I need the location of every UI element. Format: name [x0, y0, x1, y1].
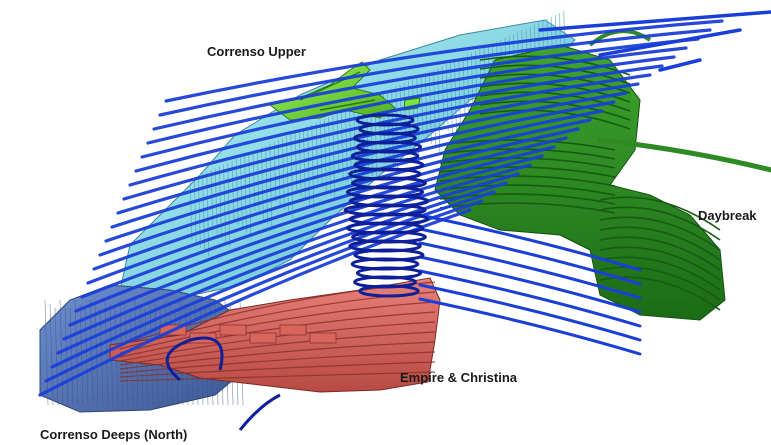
deeps-hatch-line [94, 303, 99, 406]
spiral-ramp-loop [358, 284, 420, 298]
empire-slab-edge [119, 351, 436, 374]
empire-slab-edge [119, 361, 436, 378]
level-drive [50, 190, 496, 369]
level-drive [62, 172, 520, 341]
level-drive [68, 163, 532, 327]
stope-hatch-line [252, 151, 256, 212]
label-empire-christina: Empire & Christina [400, 370, 518, 385]
deeps-hatch-line [64, 303, 69, 406]
daybreak-drive-blue [418, 255, 642, 314]
daybreak-drive-blue [418, 227, 642, 286]
level-drive [86, 136, 568, 285]
daybreak-slab-edge [599, 216, 721, 251]
daybreak-slab-edge [599, 226, 721, 261]
stope-hatch-line [332, 115, 336, 200]
daybreak-slab-edge [479, 100, 631, 121]
stope-hatch-line [244, 154, 247, 233]
daybreak-slab-edge [599, 196, 721, 231]
stope-hatch-line [277, 139, 281, 206]
label-correnso-deeps: Correnso Deeps (North) [40, 427, 188, 442]
daybreak-slab-edge [479, 91, 631, 112]
tunnel-network [38, 10, 771, 431]
daybreak-slab-edge [599, 276, 721, 311]
label-daybreak: Daybreak [698, 208, 757, 223]
level-drive [146, 46, 688, 145]
stope-hatch-line [235, 158, 239, 225]
label-correnso-upper: Correnso Upper [207, 44, 306, 59]
stope-hatch-line [273, 141, 277, 202]
daybreak-slab-edge [599, 236, 721, 271]
daybreak-slab-edge [439, 184, 616, 196]
stope-hatch-line [189, 179, 193, 240]
exit-drive [658, 58, 702, 72]
empire-slab-edge [119, 311, 436, 358]
daybreak-slab-edge [479, 55, 631, 76]
level-drive [140, 55, 676, 159]
level-drive [80, 145, 556, 299]
daybreak-slab-edge [599, 256, 721, 291]
daybreak-drive-blue [418, 213, 642, 272]
level-drive [164, 19, 724, 103]
daybreak-drive-blue [418, 241, 642, 300]
daybreak-slab-edge [439, 148, 616, 160]
empire-slab-edge [119, 341, 436, 370]
empire-slab-block [309, 332, 337, 344]
deeps-hatch-line [54, 307, 59, 406]
decline-tail [238, 393, 281, 431]
level-drive [92, 127, 580, 271]
daybreak-drive-blue [418, 283, 642, 342]
daybreak-slab-edge [439, 202, 616, 214]
level-drive [56, 181, 508, 355]
level-drive [74, 154, 544, 313]
empire-slab-block [279, 324, 307, 336]
stope-hatch-line [210, 170, 214, 231]
empire-slab-edge [119, 321, 436, 362]
daybreak-slab-edge [599, 266, 721, 301]
empire-slab-edge [119, 371, 436, 382]
daybreak-slab-edge [599, 246, 721, 281]
stope-hatch-line [441, 66, 445, 127]
daybreak-drive-blue [418, 297, 642, 356]
daybreak-slab-edge [599, 206, 721, 241]
stope-hatch-line [315, 122, 319, 183]
stope-hatch-line [240, 156, 243, 229]
daybreak-drive [597, 137, 771, 173]
deeps-hatch-line [44, 299, 49, 406]
empire-slab-block [219, 324, 247, 336]
decline-loop [165, 336, 224, 382]
deeps-hatch-line [84, 307, 89, 406]
stope-hatch-line [282, 137, 285, 210]
empire-slab-edge [119, 331, 436, 366]
level-drive [134, 64, 664, 173]
empire-slab-edge [119, 301, 436, 354]
level-drive [104, 109, 604, 243]
level-drive [98, 118, 592, 257]
level-drive [152, 37, 700, 131]
level-drive [110, 100, 616, 229]
empire-slab-block [249, 332, 277, 344]
level-drive [158, 28, 712, 117]
level-drive [128, 73, 652, 187]
stope-hatch-line [214, 168, 218, 235]
daybreak-slab-edge [479, 64, 631, 85]
exit-drive [598, 28, 742, 57]
daybreak-drive-blue [418, 269, 642, 328]
exit-drive [538, 10, 771, 32]
deeps-hatch-line [74, 299, 79, 406]
